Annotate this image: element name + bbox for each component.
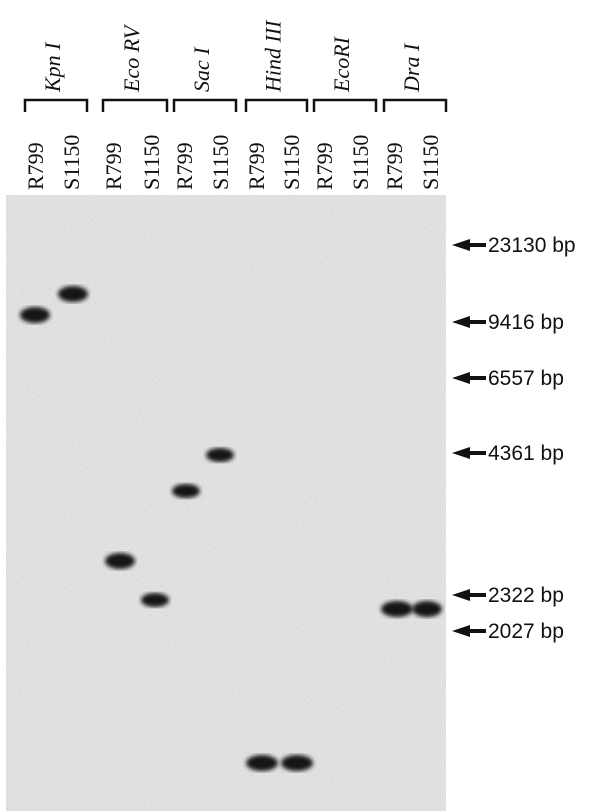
- marker-arrow: [452, 589, 486, 601]
- marker-label: 9416 bp: [488, 311, 564, 334]
- enzyme-label: Kpn I: [40, 41, 65, 93]
- band: [141, 593, 169, 607]
- lane-label: R799: [382, 142, 407, 190]
- lane-label: S1150: [279, 135, 304, 190]
- lane-label: S1150: [418, 135, 443, 190]
- marker-arrow: [452, 372, 486, 384]
- marker-label: 23130 bp: [488, 234, 576, 257]
- lane-label: S1150: [348, 135, 373, 190]
- lane-bracket: [25, 100, 87, 112]
- marker-arrow: [452, 239, 486, 251]
- lane-bracket: [103, 100, 167, 112]
- marker-label: 2322 bp: [488, 584, 564, 607]
- lane-label: R799: [23, 142, 48, 190]
- enzyme-label: Eco RV: [119, 23, 144, 93]
- marker-arrow: [452, 447, 486, 459]
- lane-label: R799: [101, 142, 126, 190]
- gel-figure: Kpn I R799 S1150 Eco RV R799 S1150 Sac I R799 S1…: [0, 0, 596, 811]
- lane-label: S1150: [139, 135, 164, 190]
- lane-label: S1150: [208, 135, 233, 190]
- page: Kpn I R799 S1150 Eco RV R799 S1150 Sac I R799 S1…: [0, 0, 596, 811]
- enzyme-label: EcoRI: [329, 35, 354, 93]
- band: [206, 448, 234, 462]
- marker-label: 4361 bp: [488, 442, 564, 465]
- enzyme-label: Dra I: [399, 42, 424, 93]
- lane-bracket: [174, 100, 236, 112]
- lane-label: S1150: [59, 135, 84, 190]
- marker-label: 2027 bp: [488, 620, 564, 643]
- lane-label: R799: [312, 142, 337, 190]
- band: [20, 307, 50, 323]
- band: [172, 484, 200, 498]
- band: [58, 286, 88, 302]
- lane-label: R799: [172, 142, 197, 190]
- marker-label: 6557 bp: [488, 367, 564, 390]
- enzyme-label: Sac I: [189, 46, 214, 92]
- marker-arrow: [452, 625, 486, 637]
- band: [412, 601, 442, 617]
- band: [381, 601, 413, 617]
- marker-arrow: [452, 316, 486, 328]
- enzyme-label: Hind III: [261, 19, 286, 93]
- band: [246, 755, 278, 771]
- lane-label: R799: [244, 142, 269, 190]
- lane-bracket: [246, 100, 307, 112]
- lane-bracket: [384, 100, 446, 112]
- band: [281, 755, 313, 771]
- lane-bracket: [314, 100, 376, 112]
- band: [105, 553, 135, 569]
